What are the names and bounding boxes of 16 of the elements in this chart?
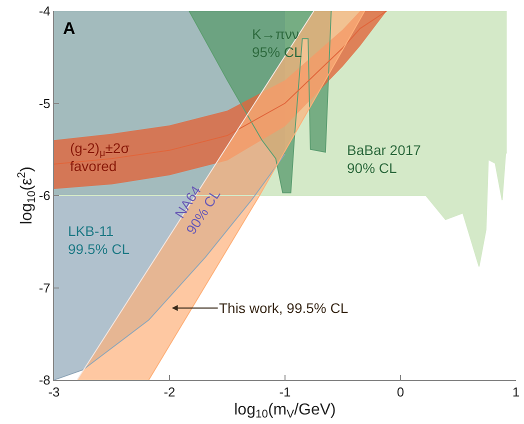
annotation: LKB-11 99.5% CL [68, 223, 130, 258]
x-tick-label: -2 [164, 384, 176, 400]
x-axis-title: log$_{10}$(m$_{V}$/GeV) [234, 401, 336, 421]
annotation: BaBar 2017 90% CL [347, 142, 422, 176]
y-tick-label: -8 [38, 372, 50, 388]
x-tick-label: 1 [512, 384, 520, 400]
y-tick-label: -6 [38, 188, 50, 204]
y-tick-label: -7 [38, 280, 50, 296]
x-tick-label: -3 [48, 384, 60, 400]
annotation: (g-2)$_{μ}$±2σ favored [70, 140, 130, 174]
y-tick-label: -5 [38, 96, 50, 111]
x-tick-label: 0 [396, 384, 404, 400]
annotation: This work, 99.5% CL [219, 300, 348, 316]
y-tick-label: -4 [38, 4, 50, 19]
x-tick-label: -1 [279, 384, 291, 400]
annotation: A [63, 19, 76, 38]
